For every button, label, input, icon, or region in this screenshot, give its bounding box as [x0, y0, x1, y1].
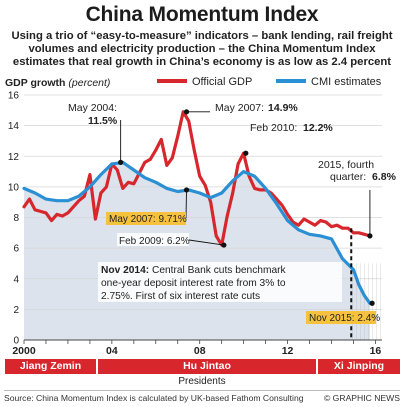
legend-label-1: CMI estimates [311, 76, 382, 88]
marker-may2007 [183, 109, 190, 115]
x-tick-label: 2000 [12, 345, 36, 357]
president-jiang-zemin: Jiang Zemin [5, 359, 96, 374]
annot-cmi-may2007: May 2007: 9.71% [109, 214, 187, 225]
annot-nov2014-line2: one-year deposit interest rate from 3% t… [101, 278, 286, 289]
x-tick-label: 08 [194, 345, 206, 357]
y-axis-label-main: GDP growth [5, 77, 68, 89]
y-tick-label: 12 [8, 152, 20, 163]
subtitle-line-2: volumes and electricity production – the… [28, 43, 376, 55]
annot-feb2010-label: Feb 2010: [250, 122, 297, 134]
annot-2015q4-value: 6.8% [372, 171, 397, 183]
subtitle-line-3: estimates that real growth in China’s ec… [12, 56, 392, 68]
subtitle-line-1: Using a trio of “easy-to-measure” indica… [11, 30, 393, 42]
y-axis-label-unit: (percent) [68, 77, 110, 89]
credit: © GRAPHIC NEWS [323, 393, 400, 403]
annot-may2007-label: May 2007: [215, 102, 264, 114]
annot-2015q4-line2: quarter: [330, 171, 366, 183]
annot-cmi-may2007-bg [106, 212, 186, 225]
marker-feb2010 [243, 150, 249, 156]
marker-feb2009 [221, 242, 227, 248]
president-xi-jinping: Xi Jinping [318, 359, 400, 374]
annot-nov2014-line1: Nov 2014: Central Bank cuts benchmark [101, 265, 287, 276]
annot-2015q4-line1: 2015, fourth [318, 159, 374, 171]
leader-cmi-may2007 [185, 189, 187, 219]
annot-may2004-value: 11.5% [88, 115, 118, 127]
y-tick-label: 8 [13, 213, 19, 224]
annot-nov2015: Nov 2015: 2.4% [309, 313, 380, 324]
president-hu-jintao: Hu Jintao [98, 359, 316, 374]
footer-divider [4, 390, 400, 391]
y-tick-label: 6 [13, 244, 19, 255]
annot-feb2009-bg [117, 233, 189, 246]
annot-nov2014-line3: 2.75%. First of six interest rate cuts [101, 291, 260, 302]
annot-nov2014-text1: Central Bank cuts benchmark [152, 265, 287, 276]
marker-may2004 [118, 159, 124, 165]
x-tick-label: 16 [370, 345, 382, 357]
series-cmi-line [22, 160, 372, 305]
x-tick-label: 12 [282, 345, 294, 357]
y-tick-label: 4 [13, 274, 19, 285]
y-tick-label: 14 [8, 121, 20, 132]
legend-label-0: Official GDP [192, 76, 252, 88]
marker-nov2015 [369, 300, 375, 306]
annot-feb2009: Feb 2009: 6.2% [119, 236, 190, 247]
y-tick-label: 10 [8, 182, 20, 193]
source-note: Source: China Momentum Index is calculat… [4, 393, 304, 403]
annot-nov2014-bold: Nov 2014: [101, 265, 152, 276]
y-tick-label: 0 [13, 336, 19, 347]
page-title: China Momentum Index [85, 3, 319, 26]
annot-feb2010-value: 12.2% [303, 122, 333, 134]
marker-2015q4 [367, 233, 373, 239]
y-tick-label: 2 [13, 305, 19, 316]
presidents-label: Presidents [178, 376, 226, 387]
leader-feb2009 [188, 239, 224, 246]
x-tick-label: 04 [106, 345, 118, 357]
marker-cmi-may2007 [183, 187, 190, 193]
annot-may2004-label: May 2004: [68, 102, 117, 114]
annot-nov2015-bg [306, 311, 376, 324]
series-official-gdp-line [22, 110, 372, 247]
y-tick-label: 16 [8, 91, 20, 102]
annot-may2007-value: 14.9% [268, 102, 298, 114]
annot-nov2014-bg [98, 262, 342, 302]
y-axis-label: GDP growth (percent) [5, 77, 110, 89]
